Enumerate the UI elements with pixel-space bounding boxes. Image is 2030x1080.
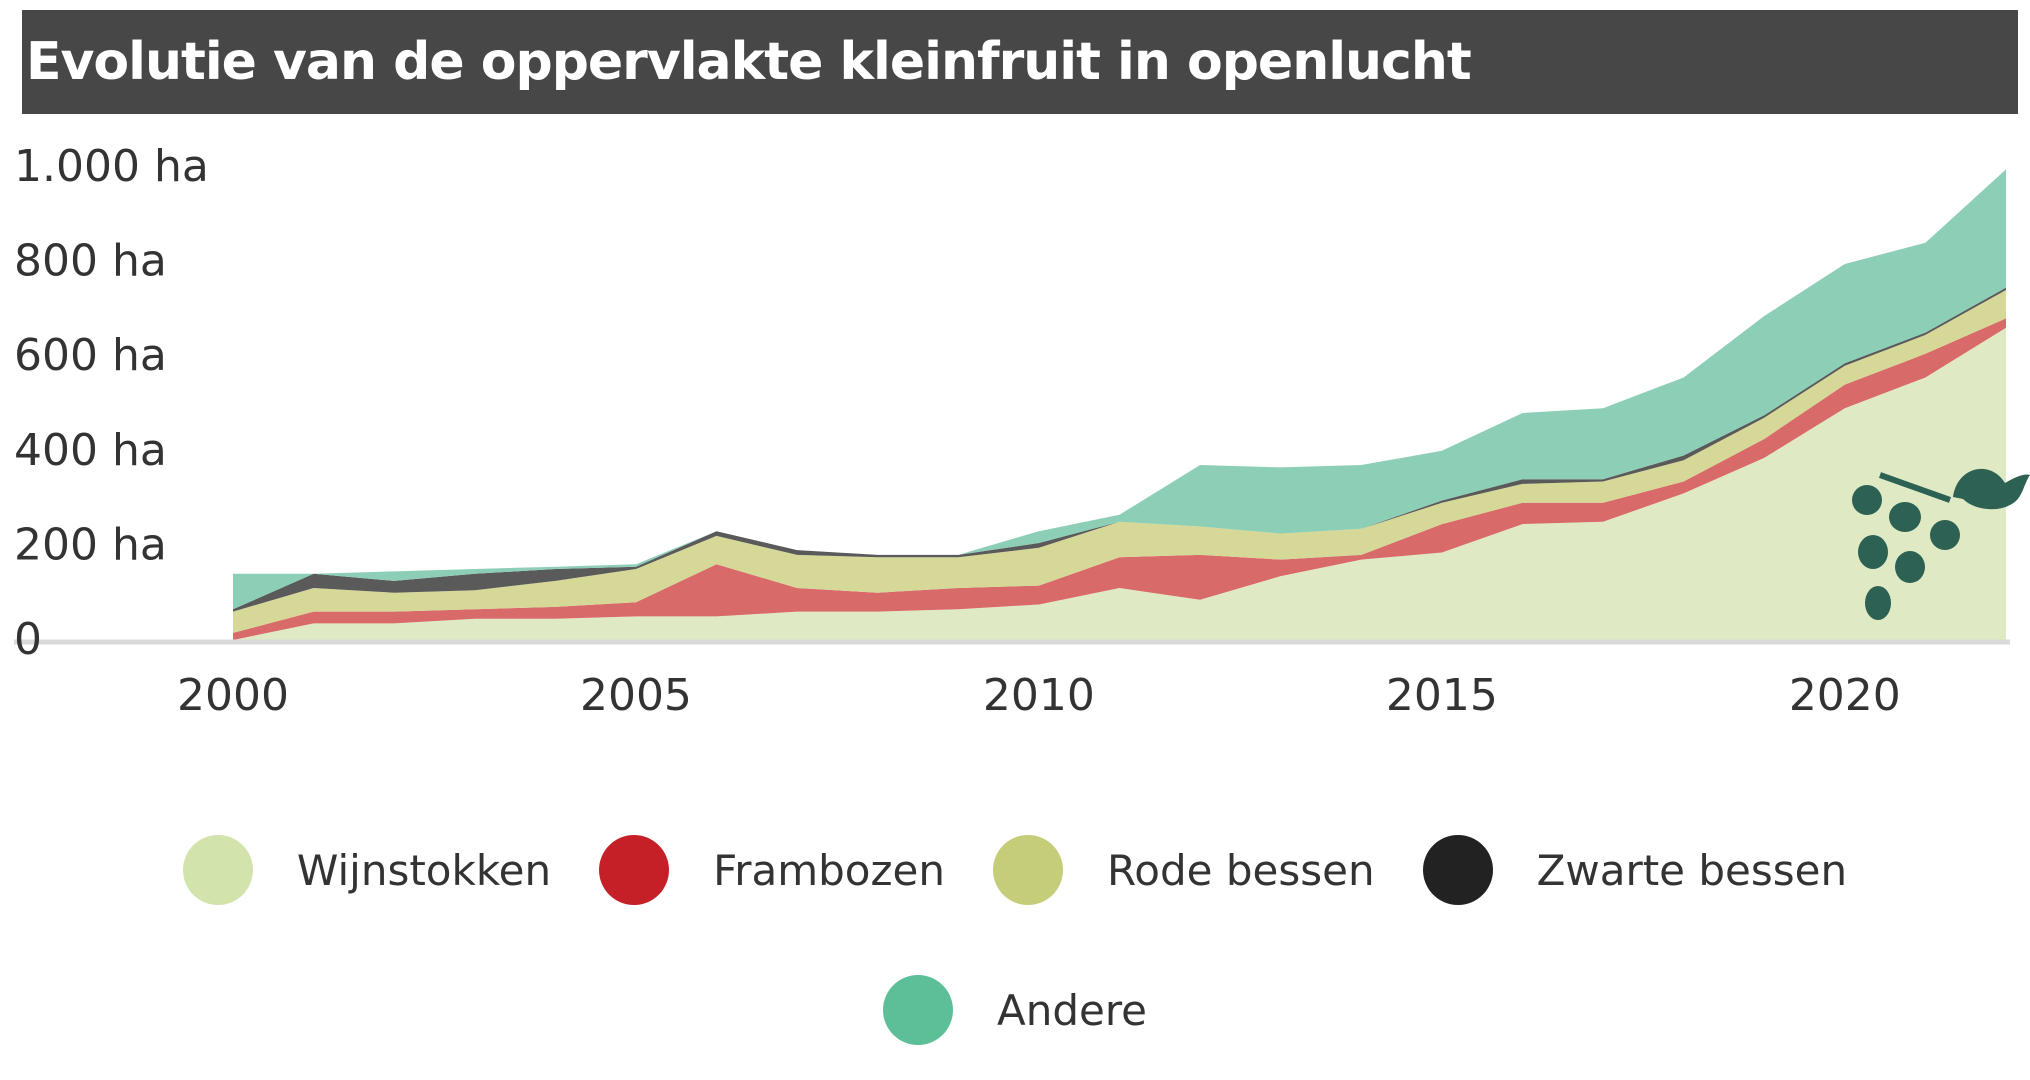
legend-label-andere: Andere: [996, 985, 1148, 1035]
area-andere: [233, 169, 2006, 610]
legend-label-wijnstokken: Wijnstokken: [296, 845, 552, 895]
area-frambozen: [233, 318, 2006, 640]
legend-label-zwarte-bessen: Zwarte bessen: [1536, 845, 1848, 895]
title-bar: Evolutie van de oppervlakte kleinfruit i…: [22, 10, 2018, 114]
legend-swatch-frambozen: [599, 835, 670, 905]
legend-label-frambozen: Frambozen: [713, 845, 945, 895]
y-tick-label: 1.000 ha: [14, 141, 209, 192]
y-tick-label: 600 ha: [14, 330, 167, 381]
grape-berry: [1858, 535, 1888, 569]
x-tick-label: 2005: [580, 670, 692, 721]
vine-stem: [1878, 472, 1952, 503]
legend-swatch-zwarte-bessen: [1422, 835, 1493, 905]
legend-row-1: Wijnstokken Frambozen Rode bessen Zwarte…: [0, 800, 2030, 940]
legend: Wijnstokken Frambozen Rode bessen Zwarte…: [0, 800, 2030, 1080]
legend-swatch-andere: [882, 975, 953, 1045]
x-tick-label: 2010: [983, 670, 1095, 721]
y-tick-label: 800 ha: [14, 236, 167, 287]
legend-swatch-rode-bessen: [993, 835, 1063, 905]
legend-row-2: Andere: [0, 940, 2030, 1080]
legend-item-andere: Andere: [882, 975, 1148, 1045]
grape-berry: [1865, 586, 1891, 620]
y-tick-label: 0: [14, 614, 42, 665]
area-rode-bessen: [233, 290, 2006, 633]
y-axis-tick-labels: 0 200 ha 400 ha 600 ha 800 ha 1.000 ha: [14, 141, 209, 665]
area-wijnstokken: [233, 327, 2006, 640]
y-tick-label: 400 ha: [14, 425, 167, 476]
leaf-shape: [1953, 468, 2030, 510]
x-tick-label: 2015: [1386, 670, 1498, 721]
legend-item-zwarte-bessen: Zwarte bessen: [1422, 835, 1848, 905]
x-axis-tick-labels: 2000 2005 2010 2015 2020: [177, 670, 1901, 721]
grape-berry: [1852, 485, 1882, 515]
legend-item-frambozen: Frambozen: [599, 835, 945, 905]
legend-item-wijnstokken: Wijnstokken: [182, 835, 552, 905]
area-series-group: [233, 169, 2006, 640]
legend-label-rode-bessen: Rode bessen: [1107, 845, 1375, 895]
legend-item-rode-bessen: Rode bessen: [993, 835, 1375, 905]
grape-berry: [1930, 520, 1960, 550]
x-tick-label: 2000: [177, 670, 289, 721]
grape-vine-icon: [1852, 468, 2030, 620]
legend-swatch-wijnstokken: [182, 835, 253, 905]
x-tick-label: 2020: [1789, 670, 1901, 721]
chart-title: Evolutie van de oppervlakte kleinfruit i…: [26, 32, 1472, 92]
y-tick-label: 200 ha: [14, 519, 167, 570]
grape-berry: [1895, 551, 1925, 583]
grape-berry: [1889, 502, 1921, 532]
